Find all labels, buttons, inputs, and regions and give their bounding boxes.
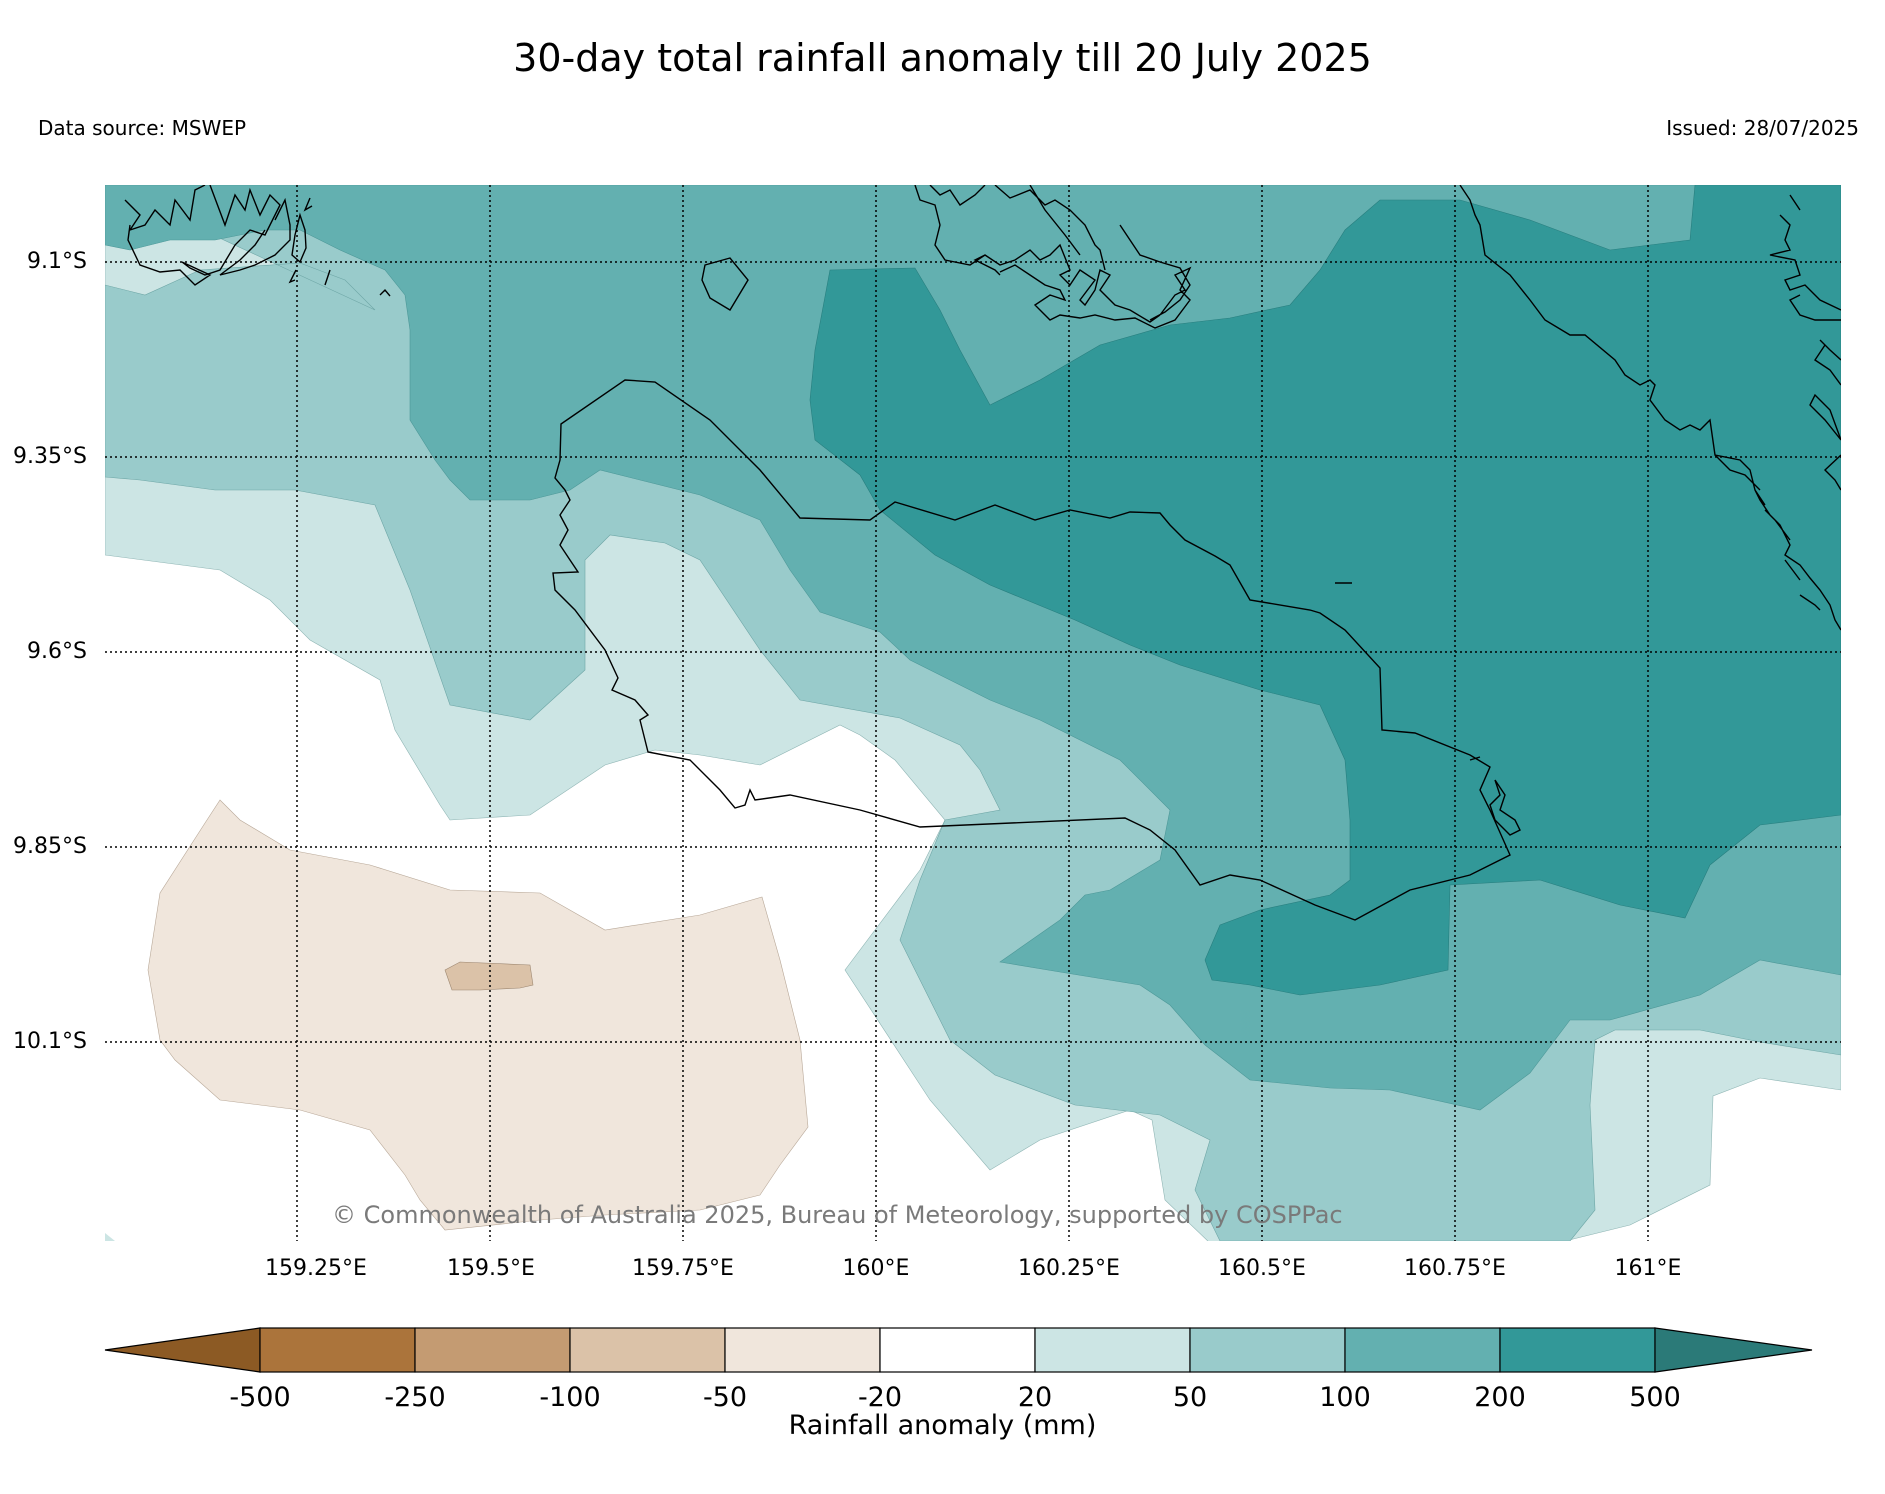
contour-200-500 — [809, 185, 1841, 996]
lon-label-159-25: 159.25°E — [265, 1256, 367, 1281]
colorbar-segment — [724, 1327, 881, 1373]
colorbar-segment — [879, 1327, 1036, 1373]
colorbar-segment — [414, 1327, 571, 1373]
lat-label-9-6: 9.6°S — [27, 639, 87, 664]
data-source-label: Data source: MSWEP — [38, 116, 247, 140]
colorbar-tick-label: -50 — [702, 1382, 748, 1413]
anomaly-contours — [105, 185, 1841, 1241]
colorbar-extend-low — [104, 1327, 261, 1373]
colorbar-tick-label: -250 — [384, 1382, 446, 1413]
issued-date-label: Issued: 28/07/2025 — [1666, 116, 1859, 140]
colorbar — [104, 1327, 1813, 1373]
coastline-guadalcanal — [552, 379, 1511, 921]
coastline-island-small — [701, 257, 749, 311]
colorbar-label: Rainfall anomaly (mm) — [788, 1410, 1097, 1441]
lon-label-161: 161°E — [1614, 1256, 1682, 1281]
colorbar-extend-high — [1654, 1327, 1813, 1373]
colorbar-tick-label: 20 — [1017, 1382, 1053, 1413]
colorbar-tick-label: -100 — [539, 1382, 601, 1413]
lon-label-160-75: 160.75°E — [1404, 1256, 1506, 1281]
coastline-small-islets — [1335, 582, 1521, 836]
contour-neg20-neg50 — [147, 799, 809, 1231]
colorbar-tick-label: 50 — [1172, 1382, 1208, 1413]
map-title: 30-day total rainfall anomaly till 20 Ju… — [513, 36, 1372, 80]
lat-label-10-1: 10.1°S — [13, 1029, 87, 1054]
colorbar-tick-label: -500 — [229, 1382, 291, 1413]
contour-edge-sliver — [105, 1233, 115, 1241]
lon-label-160-5: 160.5°E — [1218, 1256, 1306, 1281]
lon-label-160: 160°E — [842, 1256, 910, 1281]
colorbar-segment — [1189, 1327, 1346, 1373]
colorbar-tick-label: 500 — [1629, 1382, 1681, 1413]
coastline-santa-isabel-east — [914, 185, 1192, 329]
coastline-malaita — [1459, 185, 1841, 631]
graticule — [105, 185, 1841, 1241]
colorbar-tick-label: 100 — [1319, 1382, 1371, 1413]
colorbar-tick-label: 200 — [1474, 1382, 1526, 1413]
colorbar-segment — [1344, 1327, 1501, 1373]
lat-label-9-35: 9.35°S — [13, 444, 87, 469]
colorbar-tick-label: -20 — [857, 1382, 903, 1413]
coastline-santa-isabel-west — [124, 185, 391, 297]
lon-label-160-25: 160.25°E — [1018, 1256, 1120, 1281]
colorbar-segment — [569, 1327, 726, 1373]
lon-label-159-75: 159.75°E — [632, 1256, 734, 1281]
copyright-notice: © Commonwealth of Australia 2025, Bureau… — [332, 1201, 1343, 1229]
colorbar-segment — [1034, 1327, 1191, 1373]
colorbar-segment — [259, 1327, 416, 1373]
coastlines — [124, 185, 1841, 921]
lon-label-159-5: 159.5°E — [447, 1256, 535, 1281]
colorbar-segment — [1499, 1327, 1656, 1373]
lat-label-9-85: 9.85°S — [13, 834, 87, 859]
contour-neg50-neg100 — [444, 961, 534, 991]
lat-label-9-1: 9.1°S — [27, 249, 87, 274]
